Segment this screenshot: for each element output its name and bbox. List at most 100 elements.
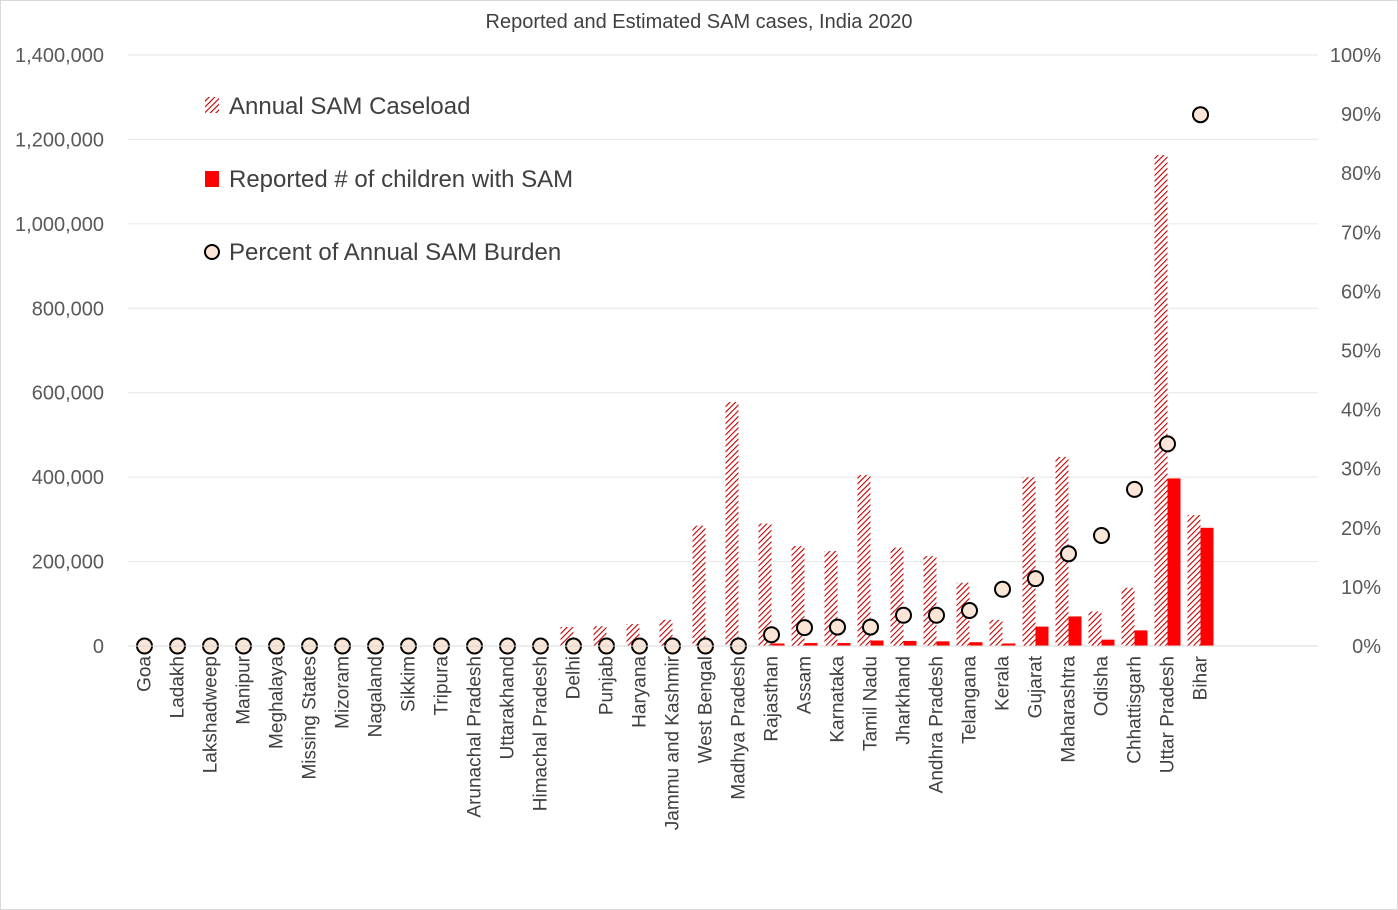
bar-reported <box>837 643 851 646</box>
y-right-tick-label: 10% <box>1341 577 1381 599</box>
legend-label-reported: Reported # of children with SAM <box>229 166 573 193</box>
x-tick-label: Karnataka <box>828 656 849 743</box>
legend-marker-percent <box>204 244 220 260</box>
bar-reported <box>1101 639 1115 646</box>
y-left-tick-label: 1,200,000 <box>15 129 104 151</box>
marker-percent <box>829 618 846 636</box>
bar-caseload <box>857 475 871 646</box>
bar-reported <box>1068 616 1082 646</box>
bar-caseload <box>692 525 706 646</box>
bar-caseload <box>758 523 772 646</box>
marker-percent <box>1126 480 1143 498</box>
y-right-tick-label: 100% <box>1330 45 1381 67</box>
y-right-tick-label: 0% <box>1352 636 1381 658</box>
x-tick-label: Meghalaya <box>267 656 288 749</box>
y-right-tick-label: 80% <box>1341 163 1381 185</box>
x-tick-label: Chhattisgarh <box>1125 656 1146 764</box>
y-left-tick-label: 600,000 <box>32 383 104 405</box>
marker-percent <box>1027 570 1044 588</box>
marker-percent <box>928 606 945 624</box>
y-right-tick-label: 20% <box>1341 518 1381 540</box>
x-tick-label: Tripura <box>432 656 453 716</box>
x-tick-label: Andhra Pradesh <box>927 656 948 793</box>
bar-reported <box>1035 626 1049 646</box>
y-right-tick-label: 30% <box>1341 459 1381 481</box>
x-tick-label: Bihar <box>1191 655 1212 700</box>
axes: 0 200,000 400,000 600,000 800,000 1,000,000 1,… <box>15 45 1381 830</box>
chart-title: Reported and Estimated SAM cases, India … <box>486 11 913 33</box>
marker-percent <box>1093 526 1110 544</box>
legend-swatch-solid <box>205 171 219 187</box>
x-tick-label: Goa <box>135 656 156 692</box>
x-tick-label: Uttarakhand <box>498 656 519 760</box>
y-right-tick-label: 50% <box>1341 341 1381 363</box>
legend-label-caseload: Annual SAM Caseload <box>229 93 470 120</box>
x-tick-label: Jammu and Kashmir <box>663 655 684 830</box>
bar-caseload <box>1088 611 1102 646</box>
bar-reported <box>870 640 884 646</box>
y-left-tick-label: 800,000 <box>32 298 104 320</box>
bar-caseload <box>1022 477 1036 646</box>
x-tick-label: Himachal Pradesh <box>531 656 552 811</box>
bar-reported <box>1200 527 1214 646</box>
x-tick-label: Rajasthan <box>762 656 783 742</box>
marker-percent <box>1159 435 1176 453</box>
x-tick-label: Madhya Pradesh <box>729 656 750 800</box>
bar-reported <box>1167 478 1181 646</box>
x-tick-label: Odisha <box>1092 656 1113 717</box>
legend-swatch-hatched <box>205 97 219 113</box>
y-left-tick-label: 200,000 <box>32 552 104 574</box>
x-tick-label: Manipur <box>234 655 255 724</box>
x-tick-label: Arunachal Pradesh <box>465 656 486 818</box>
x-tick-label: Lakshadweep <box>201 656 222 773</box>
bar-caseload <box>1187 515 1201 646</box>
x-tick-label: Nagaland <box>366 656 387 737</box>
bar-caseload <box>890 547 904 646</box>
y-right-tick-label: 40% <box>1341 400 1381 422</box>
y-right-tick-label: 90% <box>1341 104 1381 126</box>
marker-percent <box>796 619 813 637</box>
marker-percent <box>994 580 1011 598</box>
bar-reported <box>1134 630 1148 646</box>
x-tick-label: Tamil Nadu <box>861 656 882 751</box>
marker-percent <box>862 618 879 636</box>
markers <box>136 106 1209 655</box>
bar-reported <box>1002 643 1016 646</box>
x-tick-label: Missing States <box>300 656 321 780</box>
legend: Annual SAM Caseload Reported # of childr… <box>204 93 573 266</box>
x-tick-label: Delhi <box>564 656 585 699</box>
bar-caseload <box>989 619 1003 646</box>
x-tick-label: West Bengal <box>696 656 717 763</box>
gridlines <box>128 54 1318 563</box>
y-left-tick-label: 1,400,000 <box>15 45 104 67</box>
bar-reported <box>804 643 818 646</box>
marker-percent <box>961 602 978 620</box>
bar-reported <box>771 643 785 646</box>
y-left-tick-label: 400,000 <box>32 467 104 489</box>
marker-percent <box>763 626 780 644</box>
marker-percent <box>895 606 912 624</box>
x-tick-label: Haryana <box>630 656 651 728</box>
bar-caseload <box>1154 155 1168 646</box>
x-tick-label: Telangana <box>960 656 981 744</box>
marker-percent <box>1060 545 1077 563</box>
y-right-tick-label: 70% <box>1341 222 1381 244</box>
x-tick-label: Punjab <box>597 656 618 715</box>
bar-reported <box>936 641 950 646</box>
x-tick-label: Jharkhand <box>894 656 915 745</box>
bar-reported <box>903 640 917 646</box>
x-tick-label: Uttar Pradesh <box>1158 656 1179 773</box>
x-tick-label: Assam <box>795 656 816 714</box>
bar-caseload <box>923 556 937 646</box>
bar-reported <box>969 642 983 646</box>
x-tick-label: Sikkim <box>399 656 420 712</box>
y-left-tick-label: 0 <box>93 636 104 658</box>
marker-percent <box>1192 106 1209 124</box>
x-tick-label: Gujarat <box>1026 655 1047 718</box>
x-tick-label: Mizoram <box>333 656 354 729</box>
x-tick-label: Kerala <box>993 656 1014 711</box>
y-right-tick-label: 60% <box>1341 281 1381 303</box>
x-tick-label: Ladakh <box>168 656 189 718</box>
